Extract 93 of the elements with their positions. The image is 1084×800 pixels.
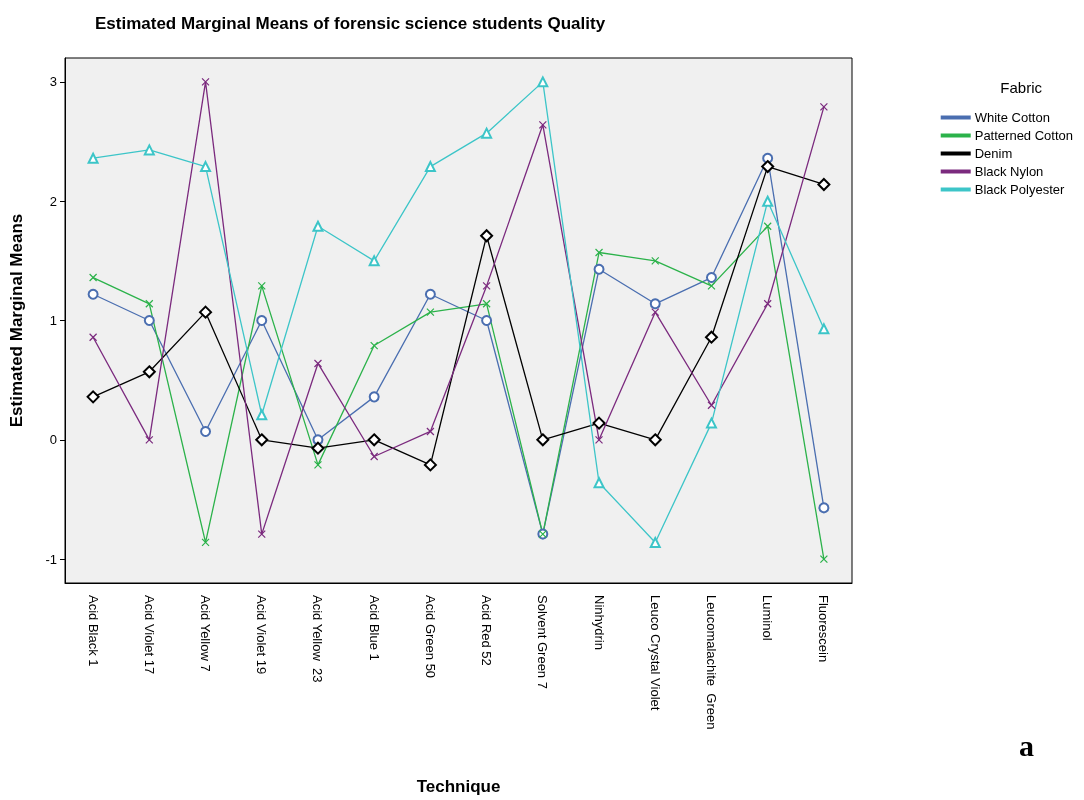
- y-tick-label: -1: [45, 551, 57, 567]
- point: [481, 315, 493, 326]
- x-tick-label: Acid Violet 17: [141, 595, 157, 675]
- point: [704, 330, 718, 344]
- point: [87, 152, 99, 164]
- point: [313, 460, 323, 469]
- point: [145, 299, 154, 308]
- point: [370, 452, 379, 461]
- point: [817, 177, 831, 191]
- point: [594, 248, 604, 257]
- point: [201, 538, 210, 547]
- point: [707, 401, 716, 410]
- y-tick-label: 0: [49, 432, 57, 448]
- x-tick-label: Solvent Green 7: [535, 595, 551, 689]
- point: [593, 477, 605, 489]
- point: [592, 416, 606, 430]
- point: [368, 391, 380, 403]
- point: [763, 299, 772, 308]
- point: [370, 341, 379, 350]
- point: [705, 417, 717, 429]
- x-tick-label: Leuco Crystal Violet: [647, 595, 663, 711]
- point: [538, 120, 547, 129]
- y-tick-label: 2: [49, 193, 57, 209]
- y-tick-label: 3: [49, 74, 57, 90]
- legend-label: Black Nylon: [974, 164, 1044, 179]
- point: [201, 77, 210, 86]
- point: [707, 281, 716, 290]
- x-tick-label: Leucomalachite Green: [703, 595, 719, 730]
- point: [594, 435, 604, 444]
- text: a: [1019, 728, 1034, 762]
- point: [89, 273, 98, 282]
- point: [651, 256, 660, 265]
- point: [257, 281, 266, 290]
- point: [761, 160, 775, 174]
- point: [143, 144, 155, 156]
- y-tick-label: 1: [49, 313, 57, 328]
- point: [426, 308, 435, 317]
- point: [537, 76, 549, 88]
- x-tick-label: Acid Yellow 23: [310, 595, 326, 683]
- point: [593, 263, 605, 275]
- point: [424, 288, 436, 300]
- point: [651, 308, 660, 317]
- point: [200, 425, 212, 437]
- legend-label: Black Polyester: [974, 182, 1065, 197]
- x-axis-title: Technique: [416, 777, 501, 796]
- point: [423, 458, 437, 472]
- point: [87, 288, 99, 300]
- point: [142, 365, 156, 379]
- point: [255, 433, 269, 447]
- point: [145, 435, 154, 444]
- x-tick-label: Ninhydrin: [591, 595, 607, 650]
- point: [482, 299, 491, 308]
- point: [143, 315, 155, 326]
- point: [199, 305, 213, 319]
- point: [367, 433, 381, 447]
- x-tick-label: Acid Black 1: [85, 595, 101, 667]
- point: [86, 390, 100, 404]
- point: [426, 427, 435, 436]
- legend-label: Patterned Cotton: [974, 128, 1074, 143]
- point: [649, 298, 661, 310]
- point: [536, 433, 550, 447]
- point: [648, 433, 662, 447]
- x-tick-label: Acid Green 50: [422, 595, 438, 679]
- x-tick-label: Acid Yellow 7: [198, 595, 214, 672]
- point: [649, 536, 661, 548]
- point: [818, 502, 830, 514]
- point: [312, 220, 324, 232]
- point: [819, 555, 828, 564]
- point: [89, 333, 98, 342]
- point: [482, 281, 491, 290]
- x-tick-label: Acid Violet 19: [254, 595, 270, 675]
- x-tick-label: Acid Red 52: [479, 595, 495, 666]
- point: [705, 272, 717, 284]
- legend-label: Denim: [974, 146, 1013, 161]
- point: [763, 222, 772, 231]
- point: [256, 409, 268, 421]
- legend-label: White Cotton: [974, 110, 1050, 125]
- point: [256, 315, 268, 326]
- point: [762, 195, 774, 207]
- x-tick-label: Acid Blue 1: [366, 595, 382, 661]
- point: [368, 255, 380, 267]
- point: [257, 529, 266, 539]
- x-tick-label: Luminol: [760, 595, 776, 641]
- chart-title: Estimated Marginal Means of forensic science students Quality: [95, 14, 606, 33]
- x-tick-label: Fluorescein: [816, 595, 832, 663]
- point: [481, 127, 493, 139]
- y-axis-title: Estimated Marginal Means: [7, 213, 26, 428]
- point: [311, 441, 325, 455]
- point: [313, 359, 323, 368]
- point: [480, 229, 494, 243]
- legend-title: Fabric: [1000, 79, 1043, 96]
- point: [819, 102, 828, 112]
- point: [818, 323, 830, 335]
